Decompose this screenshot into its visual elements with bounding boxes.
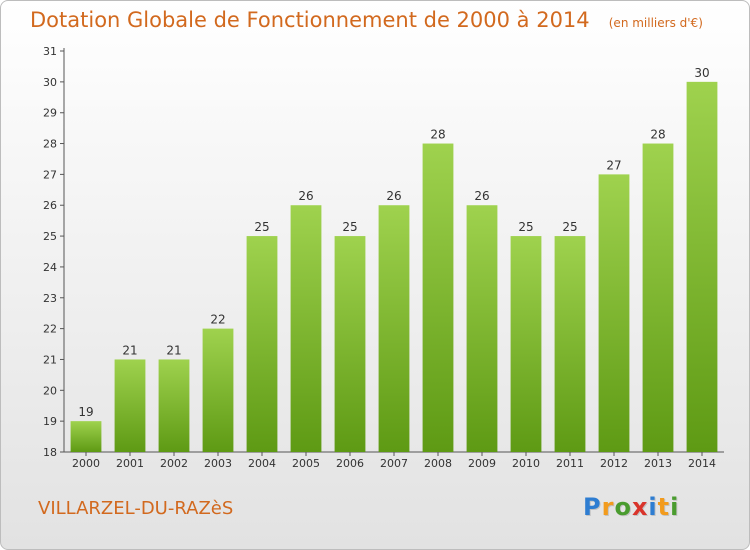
chart-value-labels: 19 21 21 22 25 26 25 26 28 26 25 25 27 28 30	[78, 66, 709, 419]
bar-value-label: 28	[650, 128, 665, 142]
bar-value-label: 22	[210, 313, 225, 327]
x-tick-label: 2013	[644, 457, 672, 470]
y-tick-label: 27	[43, 168, 57, 181]
y-tick-label: 20	[43, 384, 57, 397]
bar-value-label: 19	[78, 405, 93, 419]
x-tick-label: 2005	[292, 457, 320, 470]
x-tick-label: 2009	[468, 457, 496, 470]
y-tick-label: 26	[43, 199, 57, 212]
logo-letter: r	[601, 493, 615, 521]
x-tick-label: 2007	[380, 457, 408, 470]
logo-letter: i	[670, 493, 680, 521]
x-tick-label: 2001	[116, 457, 144, 470]
y-tick-label: 18	[43, 446, 57, 459]
x-tick-label: 2008	[424, 457, 452, 470]
proxiti-logo: Proxiti	[583, 493, 679, 521]
bar-2001	[114, 359, 146, 452]
bar-value-label: 26	[474, 189, 489, 203]
bar-2008	[422, 143, 454, 453]
bar-2006	[334, 236, 366, 452]
title-row: Dotation Globale de Fonctionnement de 20…	[30, 8, 703, 32]
bar-2003	[202, 328, 234, 452]
bar-value-label: 25	[518, 220, 533, 234]
y-tick-label: 23	[43, 292, 57, 305]
x-tick-label: 2011	[556, 457, 584, 470]
bar-2005	[290, 205, 322, 452]
chart-bars	[70, 81, 718, 453]
bar-value-label: 26	[298, 189, 313, 203]
bar-value-label: 26	[386, 189, 401, 203]
logo-letter: t	[657, 493, 671, 521]
bar-2000	[70, 421, 102, 452]
y-tick-label: 30	[43, 76, 57, 89]
bar-2004	[246, 236, 278, 452]
x-tick-label: 2006	[336, 457, 364, 470]
chart-subtitle: (en milliers d'€)	[608, 16, 703, 30]
bar-value-label: 30	[694, 66, 709, 80]
y-tick-label: 21	[43, 353, 57, 366]
bar-2013	[642, 143, 674, 453]
bar-value-label: 28	[430, 128, 445, 142]
bar-value-label: 25	[254, 220, 269, 234]
bar-2007	[378, 205, 410, 452]
bar-value-label: 25	[342, 220, 357, 234]
bar-value-label: 27	[606, 158, 621, 172]
bar-value-label: 21	[122, 343, 137, 357]
chart-axes: 18 19 20 21 22 23 24 25 26 27 28 29 30 31 2000 2001 2002…	[43, 45, 724, 470]
commune-name: VILLARZEL-DU-RAZèS	[38, 498, 234, 519]
chart-title: Dotation Globale de Fonctionnement de 20…	[30, 8, 590, 32]
y-tick-label: 24	[43, 261, 57, 274]
x-tick-label: 2010	[512, 457, 540, 470]
x-tick-label: 2000	[72, 457, 100, 470]
logo-letter: i	[648, 493, 658, 521]
bar-2002	[158, 359, 190, 452]
bar-2010	[510, 236, 542, 452]
bar-value-label: 25	[562, 220, 577, 234]
y-tick-label: 28	[43, 138, 57, 151]
x-tick-label: 2012	[600, 457, 628, 470]
y-tick-label: 29	[43, 107, 57, 120]
x-tick-label: 2004	[248, 457, 276, 470]
x-tick-label: 2002	[160, 457, 188, 470]
bar-2014	[686, 81, 718, 452]
y-tick-label: 19	[43, 415, 57, 428]
logo-letter: P	[583, 493, 602, 521]
x-tick-label: 2014	[688, 457, 716, 470]
y-tick-label: 31	[43, 45, 57, 58]
x-tick-label: 2003	[204, 457, 232, 470]
y-tick-label: 25	[43, 230, 57, 243]
bar-2009	[466, 205, 498, 452]
logo-letter: x	[631, 493, 649, 521]
bar-2011	[554, 236, 586, 452]
bar-value-label: 21	[166, 343, 181, 357]
y-tick-label: 22	[43, 323, 57, 336]
bar-2012	[598, 174, 630, 452]
logo-letter: o	[614, 493, 632, 521]
